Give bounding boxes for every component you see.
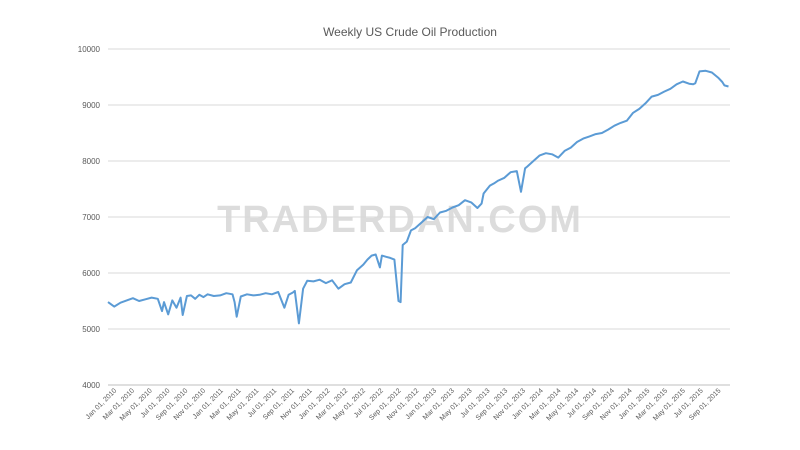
series-line bbox=[107, 69, 729, 325]
y-tick-label: 4000 bbox=[82, 381, 100, 390]
series-layer bbox=[107, 69, 729, 325]
y-tick-label: 9000 bbox=[82, 101, 100, 110]
y-tick-label: 5000 bbox=[82, 325, 100, 334]
y-axis-tick-labels: 4000 5000 6000 7000 8000 9000 10000 bbox=[78, 45, 101, 390]
y-tick-label: 10000 bbox=[78, 45, 101, 54]
x-tick-label: Sep 01, 2015 bbox=[688, 387, 722, 421]
chart-title: Weekly US Crude Oil Production bbox=[323, 25, 497, 39]
y-tick-label: 7000 bbox=[82, 213, 100, 222]
y-tick-label: 8000 bbox=[82, 157, 100, 166]
gridlines bbox=[108, 48, 730, 330]
watermark: TRADERDAN.COM bbox=[217, 199, 583, 241]
y-tick-label: 6000 bbox=[82, 269, 100, 278]
